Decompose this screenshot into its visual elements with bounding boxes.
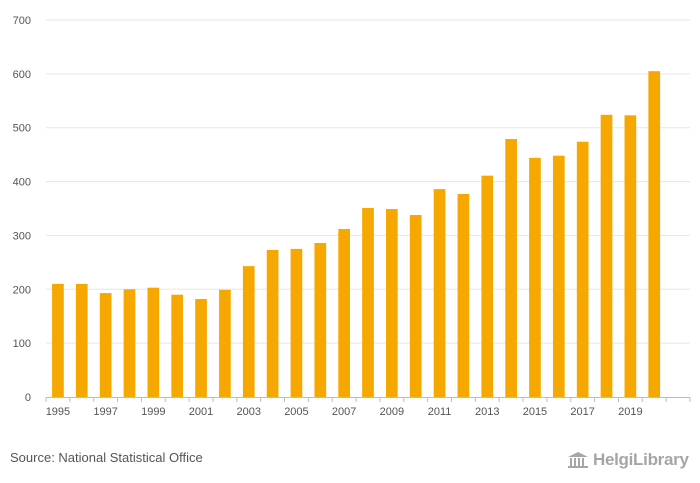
bar-1996 xyxy=(75,283,88,397)
logo-text: HelgiLibrary xyxy=(593,450,689,469)
x-tick-label: 2003 xyxy=(236,406,260,418)
x-tick-label: 1997 xyxy=(93,406,117,418)
bar-2011 xyxy=(433,189,446,397)
x-tick-label: 2001 xyxy=(189,406,213,418)
y-tick-label: 400 xyxy=(13,177,31,189)
bar-2020 xyxy=(648,71,661,397)
y-tick-label: 300 xyxy=(13,230,31,242)
bar-2014 xyxy=(505,139,517,397)
library-building-icon xyxy=(568,452,588,468)
x-tick-label: 2019 xyxy=(618,406,642,418)
bar-2018 xyxy=(600,114,613,397)
bar-2009 xyxy=(386,209,398,397)
x-tick-label: 2015 xyxy=(523,406,547,418)
bar-2016 xyxy=(552,155,565,397)
x-tick-label: 2005 xyxy=(284,406,308,418)
y-axis-ticks: 0 100 200 300 400 500 600 700 xyxy=(13,15,31,404)
bar-1995 xyxy=(52,283,64,397)
bar-2003 xyxy=(242,266,255,397)
y-tick-label: 0 xyxy=(25,392,31,404)
bar-2004 xyxy=(266,249,279,397)
bar-2008 xyxy=(362,207,374,397)
x-tick-label: 2017 xyxy=(570,406,594,418)
bar-2015 xyxy=(529,157,541,397)
y-tick-label: 600 xyxy=(13,69,31,81)
y-tick-label: 100 xyxy=(13,338,31,350)
x-tick-label: 2011 xyxy=(428,406,452,418)
x-tick-label: 2009 xyxy=(380,406,404,418)
x-tick-label: 1995 xyxy=(46,406,70,418)
bar-2010 xyxy=(409,214,422,397)
x-tick-label: 2013 xyxy=(475,406,499,418)
bar-1997 xyxy=(99,293,112,397)
bar-chart: 0 100 200 300 400 500 600 700 1995 1997 1999 2001 2… xyxy=(13,15,691,418)
bar-2013 xyxy=(481,175,494,397)
x-axis-ticks: 1995 1997 1999 2001 2003 2005 2007 2009 2011 2013… xyxy=(45,397,691,418)
bar-2019 xyxy=(624,115,637,397)
bar-2017 xyxy=(576,141,589,397)
y-tick-label: 500 xyxy=(13,123,31,135)
x-tick-label: 2007 xyxy=(332,406,356,418)
bar-2002 xyxy=(219,289,231,397)
source-note: Source: National Statistical Office xyxy=(10,450,203,465)
bar-1999 xyxy=(147,287,160,397)
x-tick-label: 1999 xyxy=(141,406,165,418)
bar-2000 xyxy=(171,294,184,397)
bars xyxy=(52,71,661,397)
bar-2006 xyxy=(314,242,327,397)
y-tick-label: 200 xyxy=(13,284,31,296)
bar-2012 xyxy=(457,193,470,397)
bar-2001 xyxy=(195,298,207,397)
bar-1998 xyxy=(123,289,136,397)
y-tick-label: 700 xyxy=(13,15,31,27)
bar-2007 xyxy=(338,228,350,397)
bar-2005 xyxy=(290,248,303,397)
helgi-library-logo[interactable]: HelgiLibrary xyxy=(567,448,689,472)
